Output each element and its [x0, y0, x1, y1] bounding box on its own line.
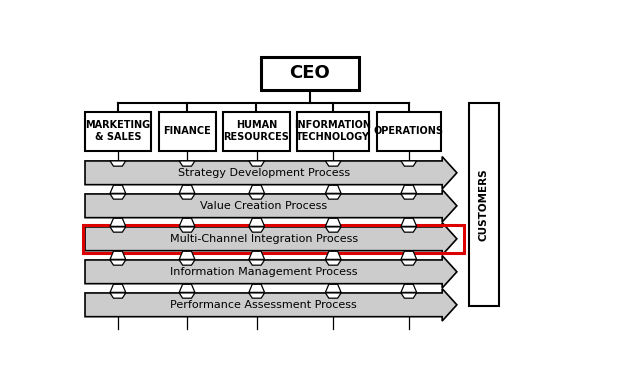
Polygon shape: [325, 161, 341, 166]
Text: OPERATIONS: OPERATIONS: [374, 126, 444, 136]
Polygon shape: [249, 194, 265, 199]
Text: Information Management Process: Information Management Process: [170, 267, 358, 277]
Bar: [298, 112, 368, 151]
Polygon shape: [85, 223, 457, 255]
Polygon shape: [249, 227, 265, 232]
Polygon shape: [179, 161, 195, 166]
Polygon shape: [401, 260, 417, 265]
Polygon shape: [179, 284, 195, 293]
Polygon shape: [179, 260, 195, 265]
Bar: [85, 112, 151, 151]
Text: FINANCE: FINANCE: [163, 126, 211, 136]
Text: Value Creation Process: Value Creation Process: [200, 201, 327, 211]
Polygon shape: [85, 256, 457, 288]
Polygon shape: [85, 190, 457, 222]
Polygon shape: [401, 185, 417, 193]
Bar: [82, 224, 464, 253]
Text: MARKETING
& SALES: MARKETING & SALES: [85, 120, 151, 143]
Polygon shape: [110, 194, 126, 199]
Polygon shape: [110, 284, 126, 293]
Polygon shape: [325, 284, 341, 293]
Polygon shape: [249, 284, 265, 293]
Polygon shape: [249, 185, 265, 193]
Text: CEO: CEO: [289, 64, 330, 82]
Polygon shape: [179, 185, 195, 193]
Polygon shape: [110, 260, 126, 265]
Polygon shape: [110, 185, 126, 193]
Polygon shape: [325, 251, 341, 259]
Polygon shape: [249, 293, 265, 298]
Polygon shape: [179, 293, 195, 298]
Polygon shape: [325, 185, 341, 193]
Text: Multi-Channel Integration Process: Multi-Channel Integration Process: [170, 234, 358, 244]
Bar: [261, 57, 359, 90]
Polygon shape: [249, 218, 265, 226]
Text: CUSTOMERS: CUSTOMERS: [479, 168, 489, 241]
Polygon shape: [179, 194, 195, 199]
Text: Performance Assessment Process: Performance Assessment Process: [170, 300, 357, 310]
Text: INFORMATION
TECHNOLOGY: INFORMATION TECHNOLOGY: [294, 120, 372, 143]
Text: Strategy Development Process: Strategy Development Process: [177, 168, 349, 178]
Polygon shape: [249, 260, 265, 265]
Polygon shape: [401, 161, 417, 166]
Polygon shape: [110, 293, 126, 298]
Polygon shape: [401, 251, 417, 259]
Polygon shape: [325, 194, 341, 199]
Polygon shape: [179, 227, 195, 232]
Bar: [159, 112, 215, 151]
Polygon shape: [401, 284, 417, 293]
Text: HUMAN
RESOURCES: HUMAN RESOURCES: [223, 120, 289, 143]
Polygon shape: [325, 227, 341, 232]
Polygon shape: [325, 293, 341, 298]
Polygon shape: [179, 218, 195, 226]
Polygon shape: [401, 227, 417, 232]
Polygon shape: [325, 260, 341, 265]
Polygon shape: [110, 161, 126, 166]
Bar: [223, 112, 289, 151]
Bar: [377, 112, 441, 151]
Polygon shape: [249, 251, 265, 259]
Polygon shape: [110, 251, 126, 259]
Polygon shape: [401, 218, 417, 226]
Polygon shape: [110, 218, 126, 226]
Polygon shape: [401, 293, 417, 298]
Polygon shape: [110, 227, 126, 232]
Polygon shape: [249, 161, 265, 166]
Polygon shape: [179, 251, 195, 259]
Polygon shape: [85, 156, 457, 189]
Bar: [469, 103, 499, 306]
Polygon shape: [85, 289, 457, 321]
Polygon shape: [401, 194, 417, 199]
Polygon shape: [325, 218, 341, 226]
